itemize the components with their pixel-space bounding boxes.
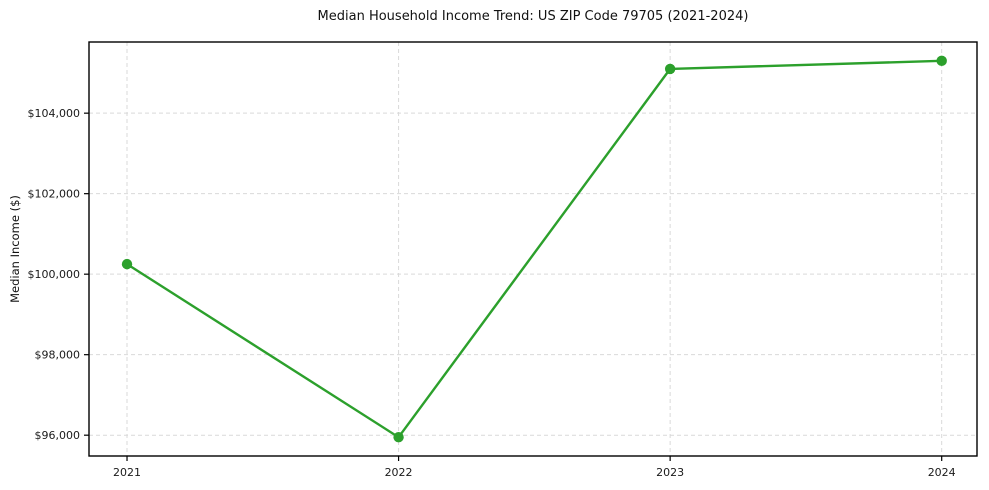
y-tick-label: $102,000: [28, 188, 81, 201]
y-tick-label: $100,000: [28, 268, 81, 281]
x-tick-label: 2024: [928, 466, 956, 479]
plot-border: [88, 41, 978, 457]
chart-title: Median Household Income Trend: US ZIP Co…: [317, 9, 749, 24]
data-point: [393, 432, 404, 443]
x-tick-label: 2021: [113, 466, 141, 479]
y-tick-label: $96,000: [35, 429, 81, 442]
x-tick-label: 2022: [385, 466, 413, 479]
x-tick-label: 2023: [656, 466, 684, 479]
data-point: [664, 63, 676, 75]
trend-line: [125, 59, 943, 439]
data-point: [936, 55, 947, 67]
data-point: [121, 258, 133, 270]
y-tick-label: $98,000: [35, 349, 81, 362]
y-tick-label: $104,000: [28, 107, 81, 120]
